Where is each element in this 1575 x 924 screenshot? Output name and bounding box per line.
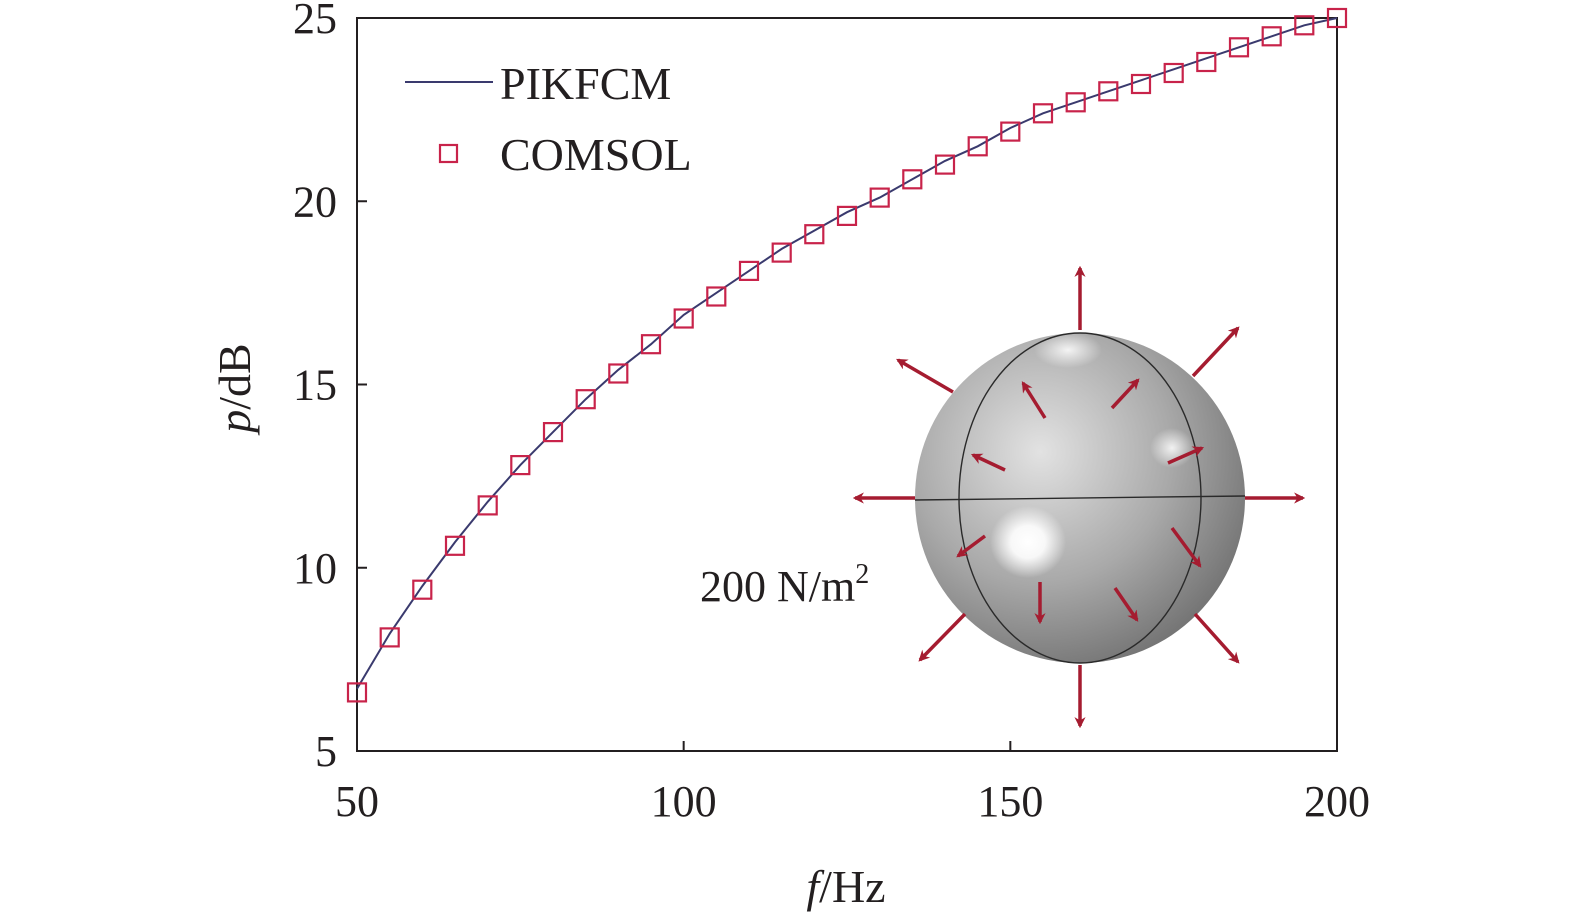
comsol-point <box>510 455 531 476</box>
legend: PIKFCM COMSOL <box>405 58 692 180</box>
comsol-point <box>575 389 596 410</box>
comsol-point <box>967 136 988 157</box>
pressure-arrow-14 <box>1170 526 1202 568</box>
comsol-point <box>902 169 923 190</box>
comsol-point <box>1032 103 1054 124</box>
x-tick-label-200: 200 <box>1304 777 1370 826</box>
comsol-point <box>542 422 564 443</box>
x-tick-label-50: 50 <box>335 777 379 826</box>
comsol-point <box>1228 37 1250 58</box>
pressure-arrow-16 <box>1113 587 1139 622</box>
pressure-arrow-11 <box>970 453 1006 472</box>
sphere-body <box>914 332 1246 664</box>
pressure-arrows <box>852 265 1306 729</box>
legend-label-comsol: COMSOL <box>500 129 692 180</box>
axis-ticks <box>356 17 1338 752</box>
comsol-point <box>869 187 890 208</box>
comsol-point <box>706 286 727 307</box>
pressure-arrow-10 <box>1110 378 1140 410</box>
x-tick-label-100: 100 <box>651 777 717 826</box>
comsol-point <box>836 205 858 226</box>
pressure-arrow-7 <box>918 612 967 662</box>
legend-swatch-comsol <box>438 143 459 164</box>
legend-item-comsol: COMSOL <box>438 129 692 180</box>
comsol-point <box>1065 92 1086 113</box>
comsol-point <box>1130 73 1152 95</box>
x-tick-labels: 50 100 150 200 <box>335 777 1370 826</box>
pressure-annotation: 200 N/m2 <box>700 559 869 611</box>
pressure-arrow-9 <box>1021 381 1047 419</box>
series-line-pikfcm <box>356 17 1338 690</box>
inset-sphere-diagram: 200 N/m2 <box>700 265 1306 729</box>
comsol-point <box>1326 7 1348 29</box>
y-tick-label-5: 5 <box>315 727 337 776</box>
pressure-arrow-5 <box>896 358 954 394</box>
comsol-point <box>1294 15 1315 36</box>
comsol-point <box>412 579 433 600</box>
comsol-point <box>1163 62 1184 84</box>
comsol-point <box>1000 121 1021 142</box>
comsol-point <box>934 154 956 175</box>
comsol-point <box>379 627 400 648</box>
legend-label-pikfcm: PIKFCM <box>500 58 671 109</box>
y-tick-label-25: 25 <box>293 0 337 43</box>
comsol-point <box>346 682 368 703</box>
comsol-point <box>1196 51 1217 73</box>
comsol-point <box>673 308 694 329</box>
y-tick-label-10: 10 <box>293 544 337 593</box>
comsol-point <box>1098 81 1119 102</box>
pressure-arrow-13 <box>956 534 987 558</box>
y-tick-label-15: 15 <box>293 361 337 410</box>
comsol-point <box>477 495 498 516</box>
comsol-point <box>804 224 825 245</box>
comsol-point <box>771 242 792 263</box>
x-tick-label-150: 150 <box>977 777 1043 826</box>
comsol-point <box>608 363 629 384</box>
series-markers-comsol <box>346 7 1348 703</box>
plot-area <box>346 7 1348 752</box>
pressure-arrow-6 <box>1191 326 1240 378</box>
pressure-arrow-8 <box>1193 612 1240 664</box>
legend-item-pikfcm: PIKFCM <box>405 58 671 109</box>
comsol-point <box>738 260 760 281</box>
comsol-point <box>444 535 466 556</box>
y-tick-label-20: 20 <box>293 177 337 226</box>
y-tick-labels: 5 10 15 20 25 <box>293 0 337 776</box>
y-axis-label: p/dB <box>209 343 260 435</box>
comsol-point <box>1261 26 1282 47</box>
pressure-arrow-12 <box>1167 446 1205 465</box>
annotation-superscript: 2 <box>855 559 869 590</box>
x-axis-label: f/Hz <box>806 861 885 912</box>
comsol-point <box>640 334 662 355</box>
